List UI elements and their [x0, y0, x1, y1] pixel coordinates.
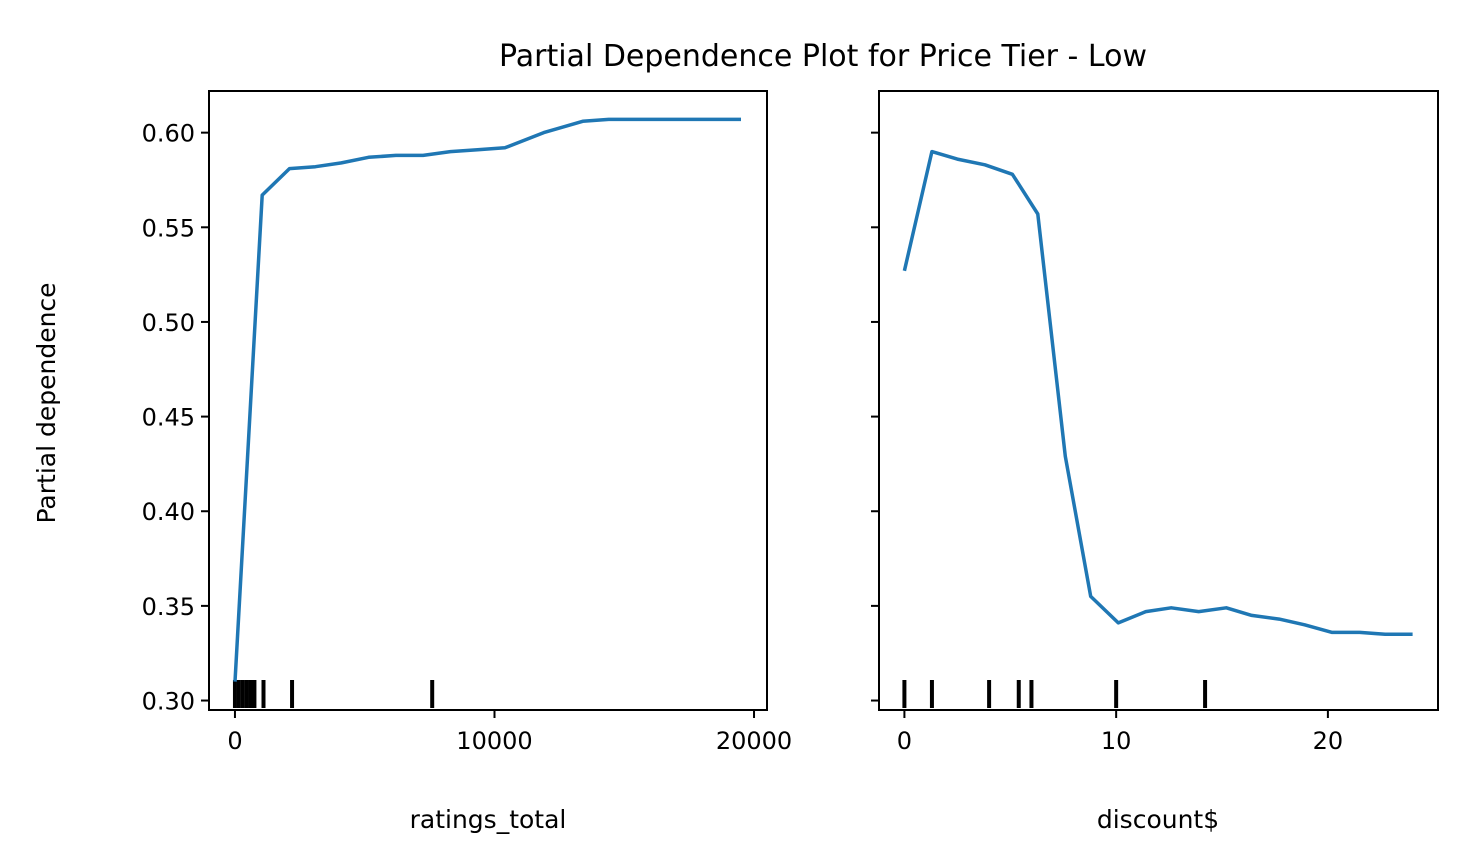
- right-xlabel: discount$: [1097, 805, 1219, 834]
- pd-line: [233, 117, 741, 682]
- ytick-label: 0.50: [142, 309, 195, 337]
- pd-line: [902, 149, 1413, 637]
- ytick-label: 0.40: [142, 498, 195, 526]
- figure-title: Partial Dependence Plot for Price Tier -…: [499, 39, 1147, 74]
- xtick-label: 20000: [716, 727, 792, 755]
- right-subplot: discount$ 0 10 20: [871, 90, 1439, 834]
- xtick-label: 0: [227, 727, 242, 755]
- xtick-label: 10: [1101, 727, 1132, 755]
- ytick-label: 0.60: [142, 120, 195, 148]
- xtick-label: 10000: [456, 727, 532, 755]
- ytick-label: 0.30: [142, 688, 195, 716]
- ytick-label: 0.35: [142, 593, 195, 621]
- left-subplot: ratings_total Partial dependence 0 10000 2…: [32, 90, 792, 834]
- xtick-label: 20: [1313, 727, 1344, 755]
- xtick-label: 0: [897, 727, 912, 755]
- left-xlabel: ratings_total: [410, 805, 567, 834]
- right-axes-frame: [878, 90, 1439, 711]
- ylabel: Partial dependence: [32, 282, 61, 523]
- left-axes-frame: [208, 90, 768, 711]
- ytick-label: 0.45: [142, 404, 195, 432]
- ytick-label: 0.55: [142, 214, 195, 242]
